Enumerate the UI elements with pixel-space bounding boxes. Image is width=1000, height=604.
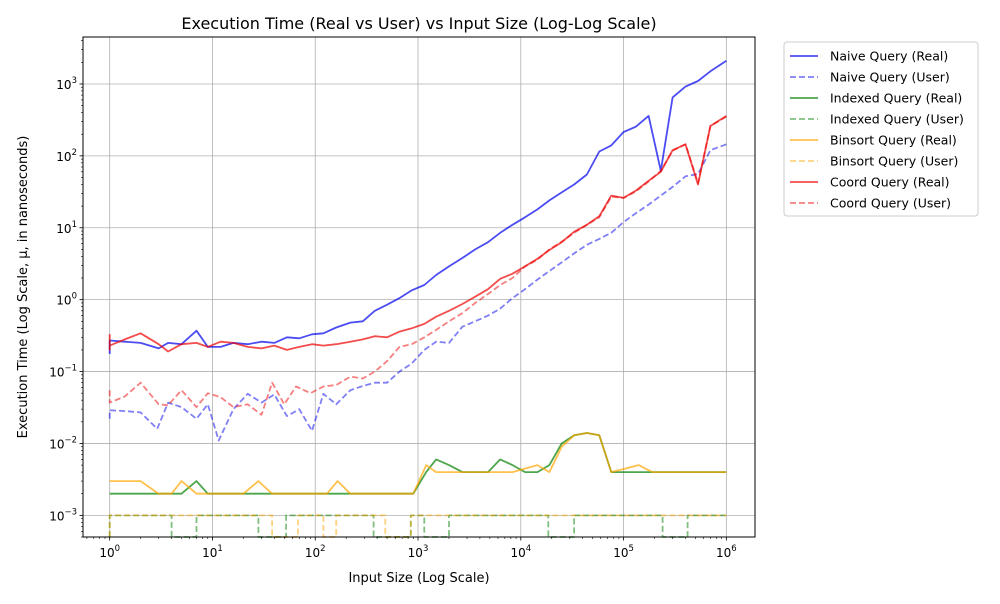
legend: Naive Query (Real) Naive Query (User) Inde…	[783, 41, 979, 217]
y-tick-label: 10−3	[49, 507, 77, 523]
legend-items: Naive Query (Real) Naive Query (User) Inde…	[790, 49, 964, 211]
x-tick-label: 100	[99, 544, 120, 560]
y-tick-label: 10−2	[49, 435, 77, 451]
legend-label: Coord Query (User)	[830, 196, 951, 211]
legend-label: Indexed Query (Real)	[830, 91, 962, 106]
legend-label: Binsort Query (Real)	[830, 133, 957, 148]
legend-label: Binsort Query (User)	[830, 154, 958, 169]
series-line	[108, 143, 727, 442]
chart-title: Execution Time (Real vs User) vs Input S…	[181, 14, 656, 33]
legend-label: Naive Query (User)	[830, 70, 950, 85]
y-axis-ticks: 10−3 10−2 10−1 100 101 102 103	[49, 40, 83, 538]
y-tick-label: 102	[56, 148, 77, 164]
x-tick-label: 106	[716, 544, 737, 560]
series-line	[108, 115, 727, 416]
x-axis-ticks: 100 101 102 103 104 105 106	[86, 537, 737, 560]
series-line	[108, 60, 727, 355]
legend-label: Indexed Query (User)	[830, 112, 964, 127]
y-tick-label: 10−1	[49, 364, 77, 380]
legend-label: Coord Query (Real)	[830, 175, 950, 190]
plot-frame	[82, 36, 756, 538]
x-tick-label: 104	[510, 544, 531, 560]
y-tick-label: 103	[56, 76, 77, 92]
y-tick-label: 101	[56, 220, 77, 236]
x-tick-label: 102	[305, 544, 326, 560]
x-tick-label: 103	[408, 544, 429, 560]
plot-area: 100 101 102 103 104 105 106 10−3 10−2 10−1 100 101…	[49, 36, 756, 560]
x-tick-label: 105	[613, 544, 634, 560]
legend-frame	[783, 41, 979, 217]
x-tick-label: 101	[202, 544, 223, 560]
series-line	[109, 432, 727, 495]
y-axis-label: Execution Time (Log Scale, μ, in nanosec…	[16, 136, 31, 439]
legend-label: Naive Query (Real)	[830, 49, 948, 64]
grid-lines	[83, 37, 755, 537]
series-line	[108, 115, 727, 353]
y-tick-label: 100	[56, 292, 77, 308]
x-axis-label: Input Size (Log Scale)	[348, 571, 489, 586]
